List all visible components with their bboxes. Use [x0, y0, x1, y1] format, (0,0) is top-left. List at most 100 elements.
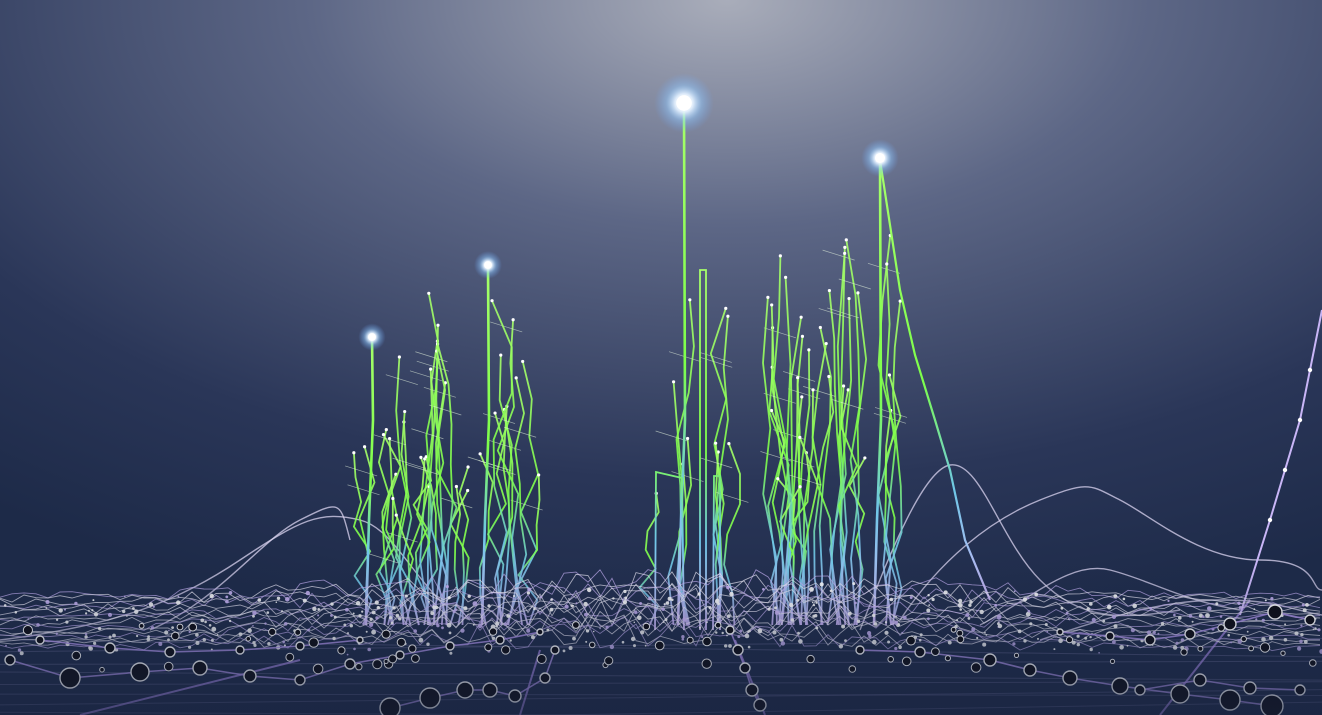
spike-node [511, 318, 515, 322]
spike-cross-link [423, 386, 456, 398]
ridge-node [1307, 367, 1313, 373]
peak-glows [358, 73, 899, 351]
spike-cross-link [671, 471, 704, 482]
spike-node [818, 325, 822, 330]
spike-node [770, 303, 774, 307]
spike-node [796, 376, 800, 380]
spike-cross-link [385, 374, 418, 386]
spike-node [843, 251, 847, 255]
spike-right-core [874, 152, 886, 164]
spike-cross-link [510, 499, 543, 511]
spike-node [436, 323, 440, 327]
spike-node [493, 411, 497, 415]
ridge-node [1267, 517, 1273, 523]
spike-cross-link [429, 404, 462, 416]
spike-cross-link [867, 262, 901, 274]
spike-cross-link [831, 398, 864, 410]
spike-cross-link [783, 371, 816, 382]
spike-node [352, 451, 356, 455]
spike-node [671, 380, 676, 384]
spike-cross-link [655, 430, 688, 442]
spike-node [454, 484, 459, 489]
spike-cross-link [827, 307, 860, 319]
spike-node [827, 288, 831, 293]
spike-node [391, 496, 395, 501]
ridge-node [1297, 417, 1303, 423]
spike-cross-link [763, 393, 796, 404]
spike-cross-link [818, 308, 851, 319]
spike-node [537, 473, 541, 477]
spike-node [898, 299, 902, 303]
spike-cross-link [385, 531, 418, 543]
spike-cross-link [373, 434, 406, 446]
spike-node [514, 376, 518, 380]
spike-node [798, 485, 802, 489]
spike-node [724, 306, 728, 310]
spike-node [726, 314, 730, 318]
spike-node [847, 296, 851, 301]
spike-far-left-core [368, 333, 376, 341]
spike-node [846, 388, 850, 392]
spike-node [778, 254, 782, 258]
spike-node [394, 513, 398, 517]
spike-cross-link [406, 464, 439, 475]
center-pulse-lines [654, 269, 721, 631]
spike-node [381, 432, 386, 437]
spike-node [429, 367, 433, 371]
spike-node [403, 409, 407, 414]
spike-node [688, 298, 692, 302]
spike-cross-link [789, 474, 822, 486]
spike-node [769, 408, 774, 413]
spike-node [466, 465, 470, 469]
spike-node [766, 295, 770, 299]
spike-node [397, 355, 401, 359]
spike-node [887, 373, 892, 377]
spike-center-core [676, 95, 692, 111]
spike-node [843, 245, 847, 250]
spike-node [885, 262, 889, 266]
spike-node [490, 299, 494, 303]
spike-node [466, 488, 470, 493]
right-spike-descent [878, 159, 992, 601]
spike-node [384, 428, 388, 432]
spike-cross-link [347, 484, 380, 496]
spike-node [362, 445, 367, 449]
spike-node [807, 348, 811, 352]
spike-node [811, 388, 815, 392]
spike-node [800, 395, 804, 399]
spike-node [800, 334, 805, 338]
spike-node [856, 291, 860, 295]
spike-node [799, 315, 803, 319]
ridge-node [1282, 467, 1288, 473]
spike-node [827, 374, 831, 379]
spike-cross-link [440, 497, 473, 509]
spike-node [824, 341, 828, 346]
spike-node [714, 441, 718, 445]
spike-node [427, 291, 431, 295]
spike-node [784, 275, 788, 279]
spike-node [478, 452, 482, 456]
spike-cross-link [392, 457, 425, 469]
spike-cross-link [490, 321, 523, 333]
spike-cross-link [416, 360, 449, 372]
spike-node [685, 436, 690, 441]
spike-cross-link [763, 327, 796, 339]
spike-node [499, 353, 503, 357]
spike-node [863, 456, 867, 460]
spike-node [798, 435, 802, 439]
floor-fade [0, 560, 1322, 715]
spike-node [841, 384, 846, 388]
spike-node [776, 477, 780, 481]
spike-node [727, 442, 731, 446]
spike-cross-link [838, 278, 871, 290]
spike-cross-link [788, 388, 821, 400]
spike-cross-link [699, 352, 732, 363]
spike-left-core [484, 261, 492, 269]
spike-node [844, 238, 848, 242]
spike-node [521, 359, 525, 364]
spike-cross-link [503, 426, 537, 438]
spike-node [419, 455, 423, 459]
spike-cross-link [873, 412, 907, 424]
